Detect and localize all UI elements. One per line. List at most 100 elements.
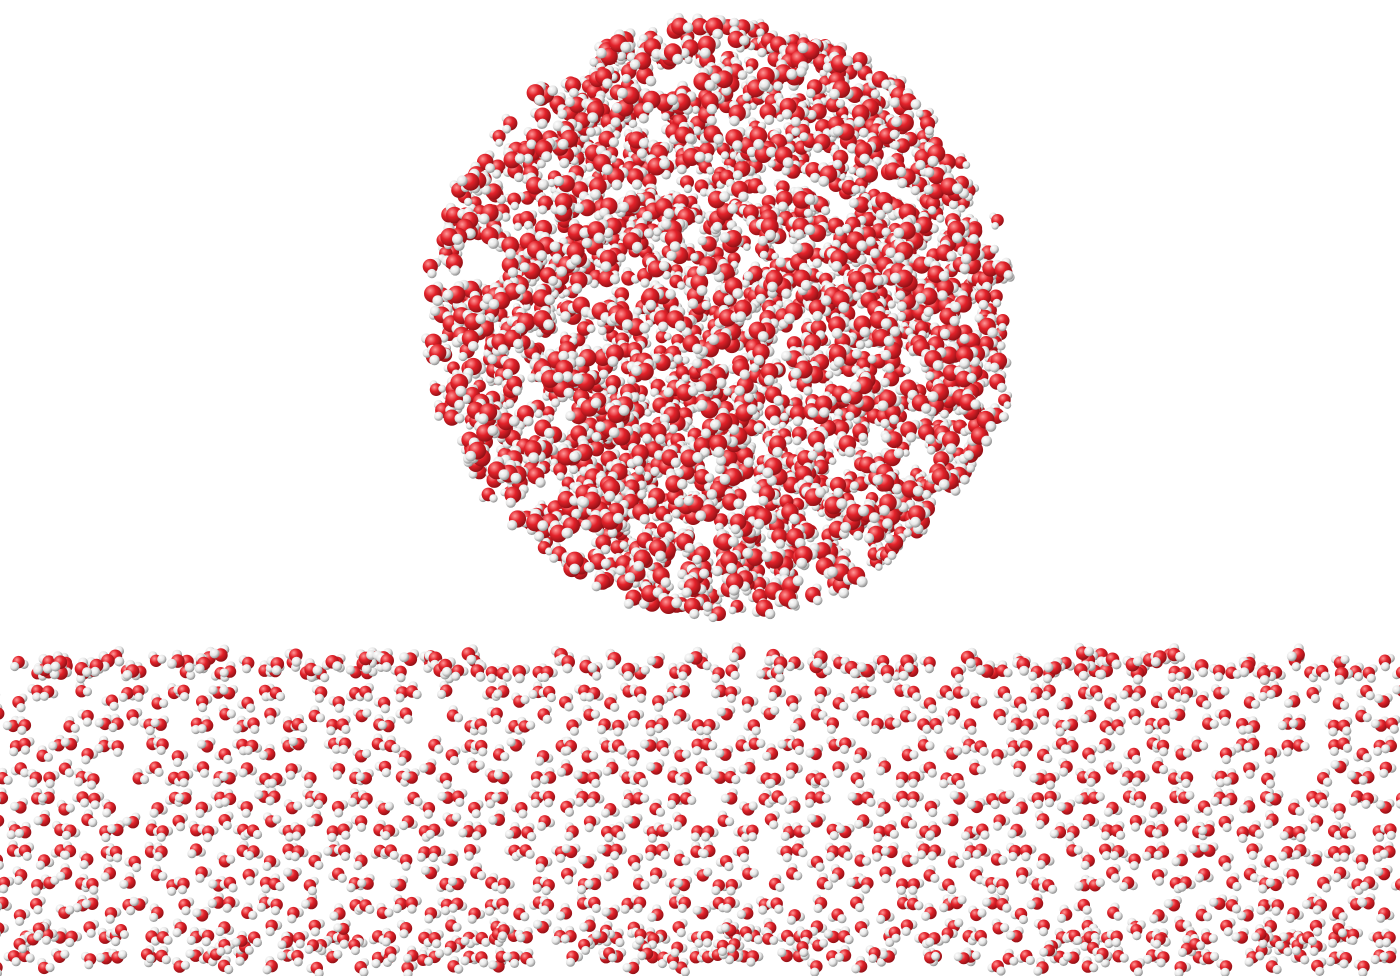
hydrogen-atom <box>889 129 900 140</box>
hydrogen-atom <box>514 172 524 183</box>
hydrogen-atom <box>996 382 1007 393</box>
hydrogen-atom <box>927 205 937 215</box>
hydrogen-atom <box>745 66 754 74</box>
hydrogen-atom <box>664 332 672 341</box>
hydrogen-atom <box>512 386 522 396</box>
hydrogen-atom <box>708 613 718 623</box>
water-molecule <box>989 212 1004 230</box>
hydrogen-atom <box>743 243 751 251</box>
hydrogen-atom <box>902 366 911 375</box>
hydrogen-atom <box>510 201 519 211</box>
hydrogen-atom <box>627 376 636 385</box>
hydrogen-atom <box>568 88 579 98</box>
hydrogen-atom <box>902 449 910 457</box>
hydrogen-atom <box>663 513 673 524</box>
oxygen-atom <box>655 330 669 344</box>
hydrogen-atom <box>697 236 707 246</box>
hydrogen-atom <box>880 418 890 429</box>
hydrogen-atom <box>728 606 737 615</box>
hydrogen-atom <box>464 197 473 206</box>
hydrogen-atom <box>757 184 767 194</box>
hydrogen-atom <box>690 252 699 262</box>
hydrogen-atom <box>434 411 444 421</box>
hydrogen-atom <box>569 464 579 475</box>
hydrogen-atom <box>668 424 678 434</box>
hydrogen-atom <box>562 289 571 297</box>
hydrogen-atom <box>677 164 687 175</box>
hydrogen-atom <box>634 465 645 475</box>
hydrogen-atom <box>884 363 895 374</box>
hydrogen-atom <box>523 220 533 230</box>
hydrogen-atom <box>427 268 437 279</box>
hydrogen-atom <box>661 112 670 121</box>
hydrogen-atom <box>586 324 596 334</box>
hydrogen-atom <box>720 151 730 160</box>
hydrogen-atom <box>737 70 748 80</box>
hydrogen-atom <box>965 463 976 473</box>
hydrogen-atom <box>673 354 683 365</box>
hydrogen-atom <box>621 73 631 84</box>
hydrogen-atom <box>812 258 822 269</box>
hydrogen-atom <box>586 127 596 137</box>
hydrogen-atom <box>701 300 712 311</box>
hydrogen-atom <box>923 184 934 195</box>
hydrogen-atom <box>880 377 890 388</box>
hydrogen-atom <box>1003 401 1012 409</box>
hydrogen-atom <box>858 127 869 138</box>
hydrogen-atom <box>855 340 866 350</box>
hydrogen-atom <box>962 161 971 169</box>
hydrogen-atom <box>791 127 801 137</box>
hydrogen-atom <box>771 252 779 261</box>
hydrogen-atom <box>858 432 868 442</box>
hydrogen-atom <box>851 184 861 195</box>
hydrogen-atom <box>853 530 863 541</box>
hydrogen-atom <box>502 124 512 134</box>
hydrogen-atom <box>597 326 607 336</box>
hydrogen-atom <box>924 126 935 136</box>
hydrogen-atom <box>489 494 498 503</box>
hydrogen-atom <box>805 88 816 99</box>
hydrogen-atom <box>495 138 504 147</box>
hydrogen-atom <box>936 214 945 223</box>
hydrogen-atom <box>848 166 857 175</box>
water-droplet <box>421 12 1015 623</box>
water-molecule <box>655 327 672 344</box>
hydrogen-atom <box>989 244 999 254</box>
hydrogen-atom <box>896 311 906 322</box>
hydrogen-atom <box>549 553 559 563</box>
hydrogen-atom <box>992 298 1002 308</box>
hydrogen-atom <box>875 563 883 571</box>
hydrogen-atom <box>704 473 715 483</box>
hydrogen-atom <box>853 61 863 71</box>
hydrogen-atom <box>792 436 802 446</box>
hydrogen-atom <box>557 109 568 119</box>
hydrogen-atom <box>841 223 852 234</box>
hydrogen-atom <box>706 166 715 175</box>
hydrogen-atom <box>757 47 767 58</box>
hydrogen-atom <box>825 370 834 379</box>
hydrogen-atom <box>887 550 897 560</box>
hydrogen-atom <box>759 250 769 260</box>
hydrogen-atom <box>915 109 924 118</box>
hydrogen-atom <box>803 386 813 396</box>
hydrogen-atom <box>948 199 959 210</box>
hydrogen-atom <box>850 481 859 491</box>
hydrogen-atom <box>991 222 999 230</box>
hydrogen-atom <box>812 143 823 153</box>
hydrogen-atom <box>812 595 823 606</box>
hydrogen-atom <box>828 457 837 465</box>
hydrogen-atom <box>640 278 650 288</box>
hydrogen-atom <box>458 351 468 362</box>
hydrogen-atom <box>505 399 515 409</box>
hydrogen-atom <box>513 222 523 231</box>
hydrogen-atom <box>910 185 920 196</box>
hydrogen-atom <box>821 206 831 216</box>
hydrogen-atom <box>773 81 783 91</box>
hydrogen-atom <box>889 414 899 425</box>
hydrogen-atom <box>743 271 754 281</box>
hydrogen-atom <box>845 411 855 421</box>
hydrogen-atom <box>616 253 627 263</box>
hydrogen-atom <box>925 371 935 381</box>
hydrogen-atom <box>681 356 690 365</box>
hydrogen-atom <box>799 132 809 142</box>
